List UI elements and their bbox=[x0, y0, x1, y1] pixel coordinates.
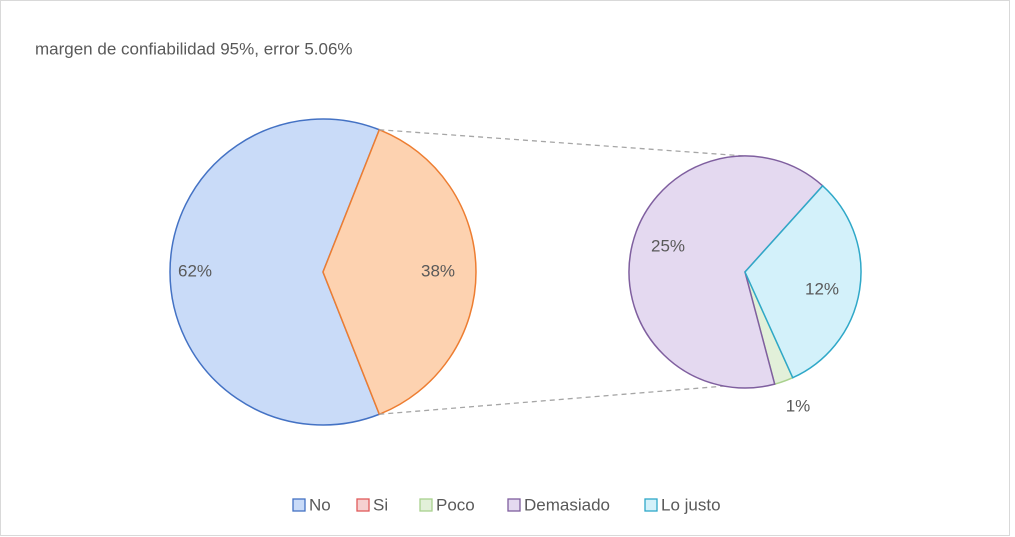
legend-swatch bbox=[419, 498, 433, 512]
connector-line bbox=[379, 129, 746, 157]
legend-swatch bbox=[356, 498, 370, 512]
legend-swatch bbox=[644, 498, 658, 512]
legend-label: Lo justo bbox=[661, 495, 721, 514]
pie-slice bbox=[628, 155, 824, 389]
data-label: 62% bbox=[178, 261, 212, 280]
pie-slice-other bbox=[322, 128, 477, 416]
pie-slice bbox=[169, 118, 381, 426]
legend-swatch bbox=[507, 498, 521, 512]
connector-line bbox=[379, 385, 726, 415]
chart-title: margen de confiabilidad 95%, error 5.06% bbox=[35, 39, 353, 58]
legend-label: Si bbox=[373, 495, 388, 514]
data-label: 12% bbox=[805, 279, 839, 298]
legend-label: No bbox=[309, 495, 331, 514]
legend-swatch bbox=[292, 498, 306, 512]
data-label: 25% bbox=[651, 236, 685, 255]
data-label: 1% bbox=[786, 396, 811, 415]
legend-label: Demasiado bbox=[524, 495, 610, 514]
data-label: 38% bbox=[421, 261, 455, 280]
pie-slice bbox=[744, 184, 862, 379]
legend-label: Poco bbox=[436, 495, 475, 514]
